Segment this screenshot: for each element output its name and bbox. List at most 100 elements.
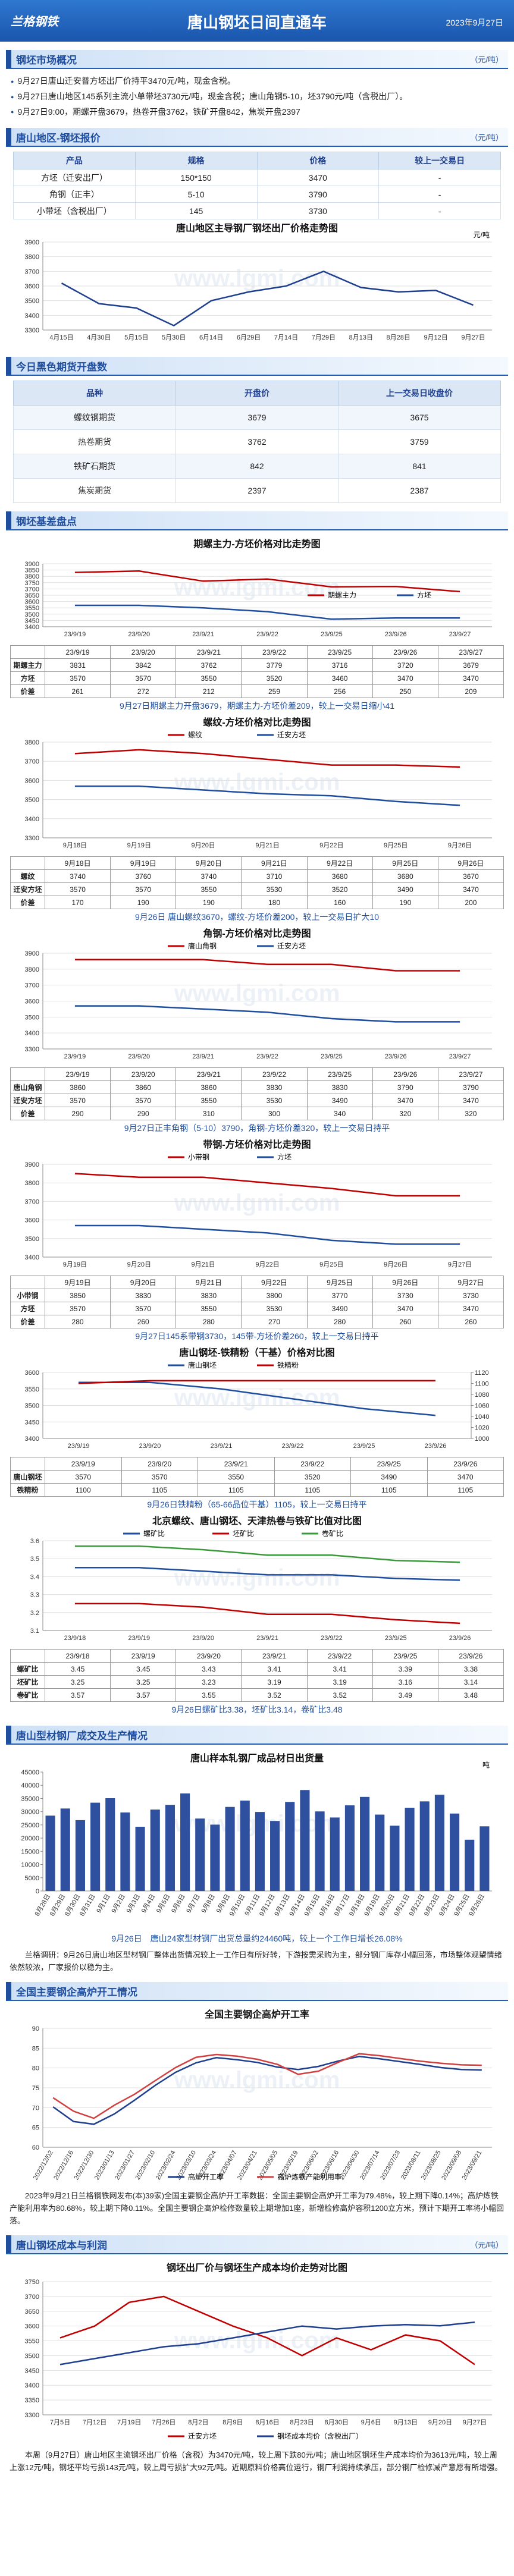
y2-tick-label: 1080 [475, 1391, 489, 1399]
legend-label: 高炉开工率 [188, 2172, 224, 2181]
y-tick-label: 3300 [25, 327, 39, 334]
cell: 9月27日 [437, 1276, 504, 1290]
header-cell: 较上一交易日 [378, 152, 501, 170]
chart: www.lgmi.com唐山样本轧钢厂成品材日出货量吨0500010000150… [10, 1749, 504, 1946]
chart: www.lgmi.com 角钢-方坯价格对比走势图 3300 3400 3500 3600… [10, 925, 504, 1136]
cell: 3470 [437, 1302, 504, 1316]
y-tick-label: 70 [32, 2105, 39, 2112]
row: 价差 280 260 280 270 280 260 260 [10, 1315, 504, 1329]
bar [465, 1840, 475, 1892]
header-cell: 品种 [13, 381, 176, 406]
cell: 3460 [306, 671, 373, 686]
bar [255, 1812, 265, 1892]
y-tick-label: 3500 [25, 1236, 39, 1243]
watermark: www.lgmi.com [174, 1565, 340, 1591]
cell: 190 [175, 896, 242, 910]
watermark: www.lgmi.com [174, 1190, 340, 1216]
cell: 3762 [175, 429, 339, 455]
y-tick-label: 3600 [25, 778, 39, 785]
y-tick-label: 65 [32, 2125, 39, 2132]
bar [120, 1812, 130, 1892]
y-tick-label: 0 [36, 1888, 39, 1895]
y-tick-label: 3900 [25, 1161, 39, 1168]
page-title: 唐山钢坯日间直通车 [187, 14, 327, 32]
y-tick-label: 15000 [21, 1849, 39, 1856]
row: 23/9/19 23/9/20 23/9/21 23/9/22 23/9/25 23/9/… [10, 645, 504, 659]
header-cell: 价格 [256, 152, 380, 170]
cell: 3730 [372, 1289, 438, 1303]
y-tick-label: 3400 [25, 624, 39, 631]
x-tick-label: 23/9/20 [192, 1635, 214, 1642]
header: 兰格钢铁 唐山钢坯日间直通车 2023年9月27日 [0, 0, 514, 42]
x-tick-label: 9月25日 [384, 842, 408, 849]
bullet: 9月27日唐山地区145系列主流小单带坯3730元/吨，现金含税；唐山角钢5-1… [11, 89, 503, 105]
x-tick-label: 23/9/27 [449, 1053, 471, 1060]
cell: 方坯（迁安出厂） [13, 169, 136, 187]
heading: 今日黑色期货开盘数 [16, 361, 107, 373]
chart: www.lgmi.com 唐山钢坯-铁精粉（干基）价格对比图 3400 3450 350… [10, 1344, 504, 1512]
bar [450, 1814, 460, 1892]
x-tick-label: 9月22日 [255, 1261, 279, 1268]
cell: 180 [241, 896, 308, 910]
cell: 23/9/21 [175, 1067, 242, 1082]
cell: 23/9/19 [44, 1067, 111, 1082]
y-tick-label: 3800 [25, 739, 39, 746]
row: 9月18日 9月19日 9月20日 9月21日 9月22日 9月25日 9月26日 [10, 856, 504, 871]
series-line [74, 749, 460, 768]
x-tick-label: 23/9/22 [321, 1635, 343, 1642]
y2-tick-label: 1040 [475, 1413, 489, 1421]
cell: 23/9/21 [241, 1649, 308, 1663]
cell: 螺矿比 [10, 1662, 45, 1676]
x-tick-label: 9月21日 [191, 1261, 215, 1268]
heading: 唐山钢坯成本与利润 [16, 2239, 107, 2251]
cell: 23/9/19 [44, 645, 111, 659]
legend-label: 螺矿比 [143, 1529, 165, 1538]
cell [10, 856, 45, 871]
x-tick-label: 7月12日 [83, 2419, 106, 2426]
chart-title: 期螺主力-方坯价格对比走势图 [193, 538, 320, 549]
caption: 9月26日 唐山螺纹3670，螺纹-方坯价差200，较上一交易日扩大10 [135, 912, 379, 922]
cell: 螺纹钢期货 [13, 405, 176, 431]
data-table: 9月19日 9月20日 9月21日 9月22日 9月25日 9月26日 9月27日 小带钢 38… [10, 1276, 504, 1329]
x-tick-label: 8月2日 [188, 2419, 208, 2426]
series-line [52, 2053, 482, 2120]
watermark: www.lgmi.com [174, 981, 340, 1007]
cell: 256 [306, 684, 373, 699]
x-tick-label: 4月15日 [49, 334, 73, 341]
legend-label: 迁安方坯 [188, 2432, 217, 2440]
bar [315, 1811, 325, 1892]
y-tick-label: 3900 [25, 950, 39, 957]
bar [225, 1807, 235, 1892]
cell: 3740 [175, 869, 242, 884]
series-line [61, 271, 474, 327]
cell [10, 1276, 45, 1290]
chart-title: 钢坯出厂价与钢坯生产成本均价走势对比图 [167, 2262, 347, 2273]
cell: 23/9/20 [121, 1457, 198, 1471]
y-tick-label: 3400 [25, 1435, 39, 1443]
plot-background [10, 219, 504, 346]
cell: 3790 [372, 1080, 438, 1095]
cell: 209 [437, 684, 504, 699]
bar [165, 1805, 175, 1892]
y-tick-label: 3400 [25, 816, 39, 823]
x-tick-label: 23/9/21 [211, 1443, 233, 1450]
y-tick-label: 45000 [21, 1769, 39, 1776]
bar [180, 1793, 190, 1892]
cell: 270 [241, 1315, 308, 1329]
cell: 3530 [241, 882, 308, 897]
cell: 3716 [306, 658, 373, 673]
legend-label: 期螺主力 [328, 591, 356, 599]
y-tick-label: 3600 [25, 599, 39, 606]
cell: 340 [306, 1107, 373, 1121]
heading: 全国主要钢企高炉开工情况 [16, 1986, 137, 1998]
cell: 3779 [241, 658, 308, 673]
cell: 铁精粉 [10, 1483, 45, 1497]
series-line [74, 959, 460, 972]
cell: 261 [44, 684, 111, 699]
cell: 3830 [306, 1080, 373, 1095]
y-tick-label: 3850 [25, 567, 39, 574]
bar [405, 1808, 415, 1892]
cell: 3.52 [306, 1688, 373, 1702]
y-tick-label: 3600 [25, 1217, 39, 1224]
